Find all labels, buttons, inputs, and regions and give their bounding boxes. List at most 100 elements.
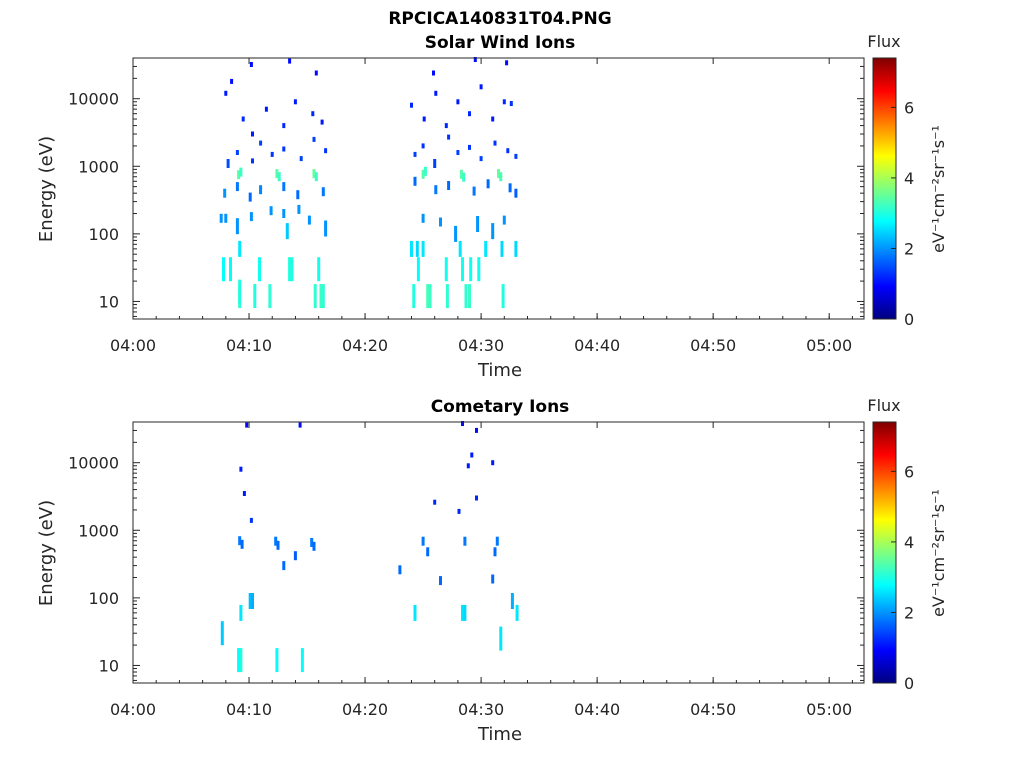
data-cell xyxy=(514,188,518,198)
data-cell xyxy=(319,284,323,309)
data-cell xyxy=(239,466,243,472)
data-cell xyxy=(239,604,243,621)
data-cell xyxy=(491,223,495,240)
data-cell xyxy=(421,536,425,546)
data-cell xyxy=(426,284,430,309)
data-cell xyxy=(421,213,425,223)
data-cell xyxy=(493,140,497,146)
data-cell xyxy=(242,491,246,496)
data-cell xyxy=(421,143,425,149)
data-cell xyxy=(413,151,417,157)
x-tick-label: 04:00 xyxy=(110,336,156,355)
data-cell xyxy=(300,648,304,673)
y-tick-label: 10000 xyxy=(68,90,119,109)
colorbar-tick-label: 2 xyxy=(904,239,914,258)
x-tick-label: 04:00 xyxy=(110,700,156,719)
y-tick-label: 10000 xyxy=(68,454,119,473)
data-cell xyxy=(251,158,254,164)
data-cell xyxy=(447,134,451,140)
x-tick-label: 04:40 xyxy=(574,700,620,719)
data-cell xyxy=(312,169,316,179)
data-cell xyxy=(248,192,252,202)
colorbar-label: Flux xyxy=(867,32,900,51)
data-cell xyxy=(445,284,449,309)
plot-frame xyxy=(132,57,865,320)
data-cell xyxy=(220,621,224,646)
data-cell xyxy=(275,648,279,673)
data-cell xyxy=(472,186,476,196)
data-cell xyxy=(239,648,243,673)
x-tick-label: 04:10 xyxy=(226,700,272,719)
data-cell xyxy=(238,536,242,546)
data-cell xyxy=(433,159,437,168)
data-cell xyxy=(502,99,506,105)
data-cell xyxy=(251,131,254,137)
data-cell xyxy=(423,166,427,176)
data-cell xyxy=(433,499,437,505)
data-cell xyxy=(506,148,510,154)
data-cell xyxy=(237,170,241,180)
data-cell xyxy=(282,146,286,152)
data-cell xyxy=(259,185,263,195)
data-cell xyxy=(421,169,425,179)
data-cell xyxy=(470,452,474,458)
data-cell xyxy=(282,209,286,218)
data-cell xyxy=(456,150,460,155)
data-cell xyxy=(235,218,239,235)
colorbar-tick-label: 0 xyxy=(904,674,914,693)
data-cell xyxy=(486,179,490,189)
data-cell xyxy=(432,70,435,76)
data-cell xyxy=(500,240,504,257)
data-cell xyxy=(479,84,483,90)
data-cell xyxy=(501,284,505,309)
x-tick-label: 04:30 xyxy=(458,336,504,355)
data-cell xyxy=(499,172,503,182)
data-cell xyxy=(463,536,467,546)
data-cell xyxy=(237,648,241,673)
data-cell xyxy=(321,187,325,197)
data-cell xyxy=(324,220,328,237)
data-cell xyxy=(502,215,506,225)
data-cell xyxy=(508,183,512,193)
panel-title: Solar Wind Ions xyxy=(425,33,576,53)
data-cell xyxy=(493,547,497,557)
data-cell xyxy=(314,70,318,76)
y-axis-label: Energy (eV) xyxy=(36,136,57,242)
data-cell xyxy=(282,123,286,129)
colorbar xyxy=(872,57,897,320)
data-cell xyxy=(320,119,324,125)
data-cell xyxy=(268,284,272,309)
data-cell xyxy=(311,111,315,117)
data-cell xyxy=(269,206,273,216)
data-cell xyxy=(296,190,300,200)
y-axis-label: Energy (eV) xyxy=(36,500,57,606)
x-tick-label: 05:00 xyxy=(806,700,852,719)
colorbar-tick-label: 6 xyxy=(904,98,914,117)
data-cell xyxy=(439,576,442,586)
data-cell xyxy=(240,539,244,549)
data-cell xyxy=(416,257,420,282)
data-cell xyxy=(312,541,316,551)
data-cell xyxy=(514,153,518,159)
data-cell xyxy=(466,463,470,469)
data-cell xyxy=(321,284,325,309)
data-cell xyxy=(428,284,432,309)
data-cell xyxy=(241,116,245,122)
data-cell xyxy=(468,284,471,309)
data-cell xyxy=(270,151,274,157)
y-tick-label: 100 xyxy=(88,589,119,608)
colorbar-tick-label: 2 xyxy=(904,603,914,622)
data-cell xyxy=(447,181,451,190)
data-cell xyxy=(398,565,402,575)
x-axis-label: Time xyxy=(477,360,522,381)
data-cell xyxy=(415,240,419,257)
data-cell xyxy=(299,156,303,162)
data-cell xyxy=(223,188,227,198)
data-cells xyxy=(219,57,518,309)
data-cell xyxy=(491,116,495,122)
y-tick-label: 1000 xyxy=(78,521,119,540)
data-cell xyxy=(495,536,499,546)
data-cell xyxy=(454,225,458,242)
data-cell xyxy=(274,536,278,546)
data-cell xyxy=(293,99,297,105)
